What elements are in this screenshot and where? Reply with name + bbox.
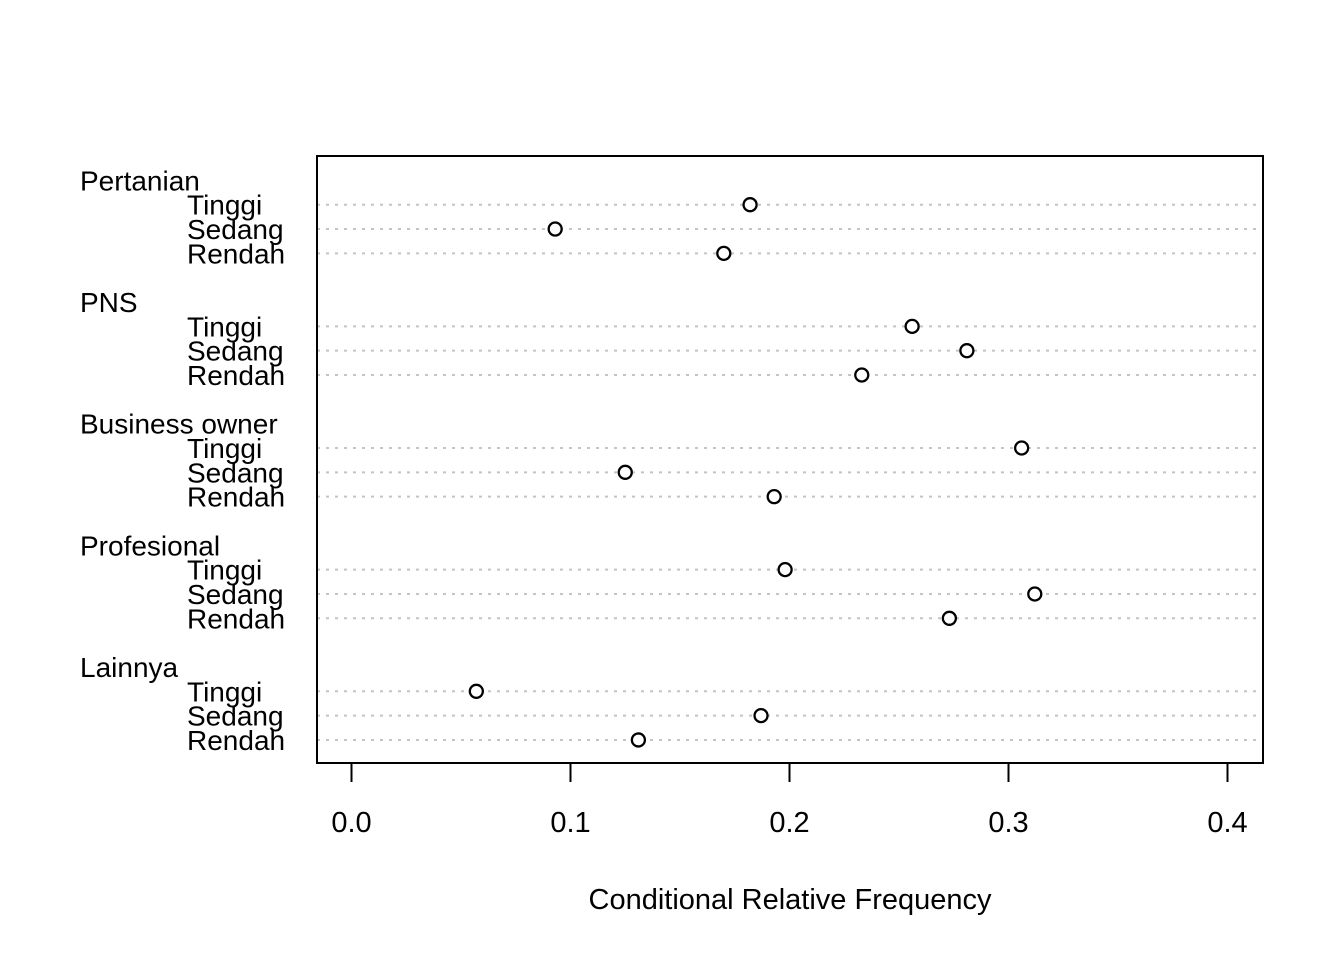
row-label: Sedang	[187, 701, 284, 732]
data-point	[854, 367, 870, 383]
group-label: Pertanian	[80, 165, 200, 196]
data-points	[468, 197, 1043, 748]
data-point	[716, 245, 732, 262]
group-labels: Pertanian PNS Business owner Profesional Lai…	[80, 165, 278, 683]
row-label: Rendah	[187, 360, 285, 391]
plot-frame	[316, 155, 1264, 764]
x-tick-label: 0.0	[331, 807, 371, 839]
row-label: Tinggi	[187, 555, 262, 586]
data-point	[1027, 586, 1043, 602]
group-label: Profesional	[80, 530, 220, 561]
row-label: Tinggi	[187, 190, 262, 221]
data-point	[941, 610, 958, 626]
row-label: Sedang	[187, 336, 284, 367]
data-point	[959, 343, 975, 359]
data-point	[547, 221, 563, 237]
data-point	[777, 562, 793, 578]
row-label: Tinggi	[187, 311, 262, 342]
row-labels: TinggiSedangRendahTinggiSedangRendahTing…	[187, 190, 285, 756]
group-label: Business owner	[80, 409, 278, 440]
row-label: Rendah	[187, 603, 285, 634]
group-label: PNS	[80, 287, 138, 318]
data-point	[753, 707, 769, 724]
group-label: Lainnya	[80, 652, 179, 683]
x-tick-label: 0.1	[550, 807, 590, 839]
data-point	[766, 489, 782, 505]
x-tick-label: 0.2	[769, 807, 809, 839]
row-label: Tinggi	[187, 676, 262, 707]
x-axis-title: Conditional Relative Frequency	[589, 884, 992, 916]
row-label: Rendah	[187, 238, 285, 269]
row-label: Rendah	[187, 482, 285, 513]
x-tick-label: 0.4	[1207, 807, 1247, 839]
data-point	[630, 732, 647, 748]
x-axis-ticks	[350, 763, 1229, 782]
data-point	[617, 464, 633, 480]
data-point	[904, 318, 920, 335]
row-label: Sedang	[187, 457, 284, 488]
row-label: Rendah	[187, 725, 285, 756]
x-axis-tick-labels: 0.0 0.1 0.2 0.3 0.4	[331, 807, 1247, 839]
data-point	[468, 683, 484, 699]
row-label: Sedang	[187, 579, 284, 610]
data-point	[742, 197, 758, 213]
row-label: Sedang	[187, 214, 284, 245]
data-point	[1013, 440, 1030, 456]
gridlines	[317, 203, 1263, 741]
row-label: Tinggi	[187, 433, 262, 464]
x-tick-label: 0.3	[988, 807, 1028, 839]
